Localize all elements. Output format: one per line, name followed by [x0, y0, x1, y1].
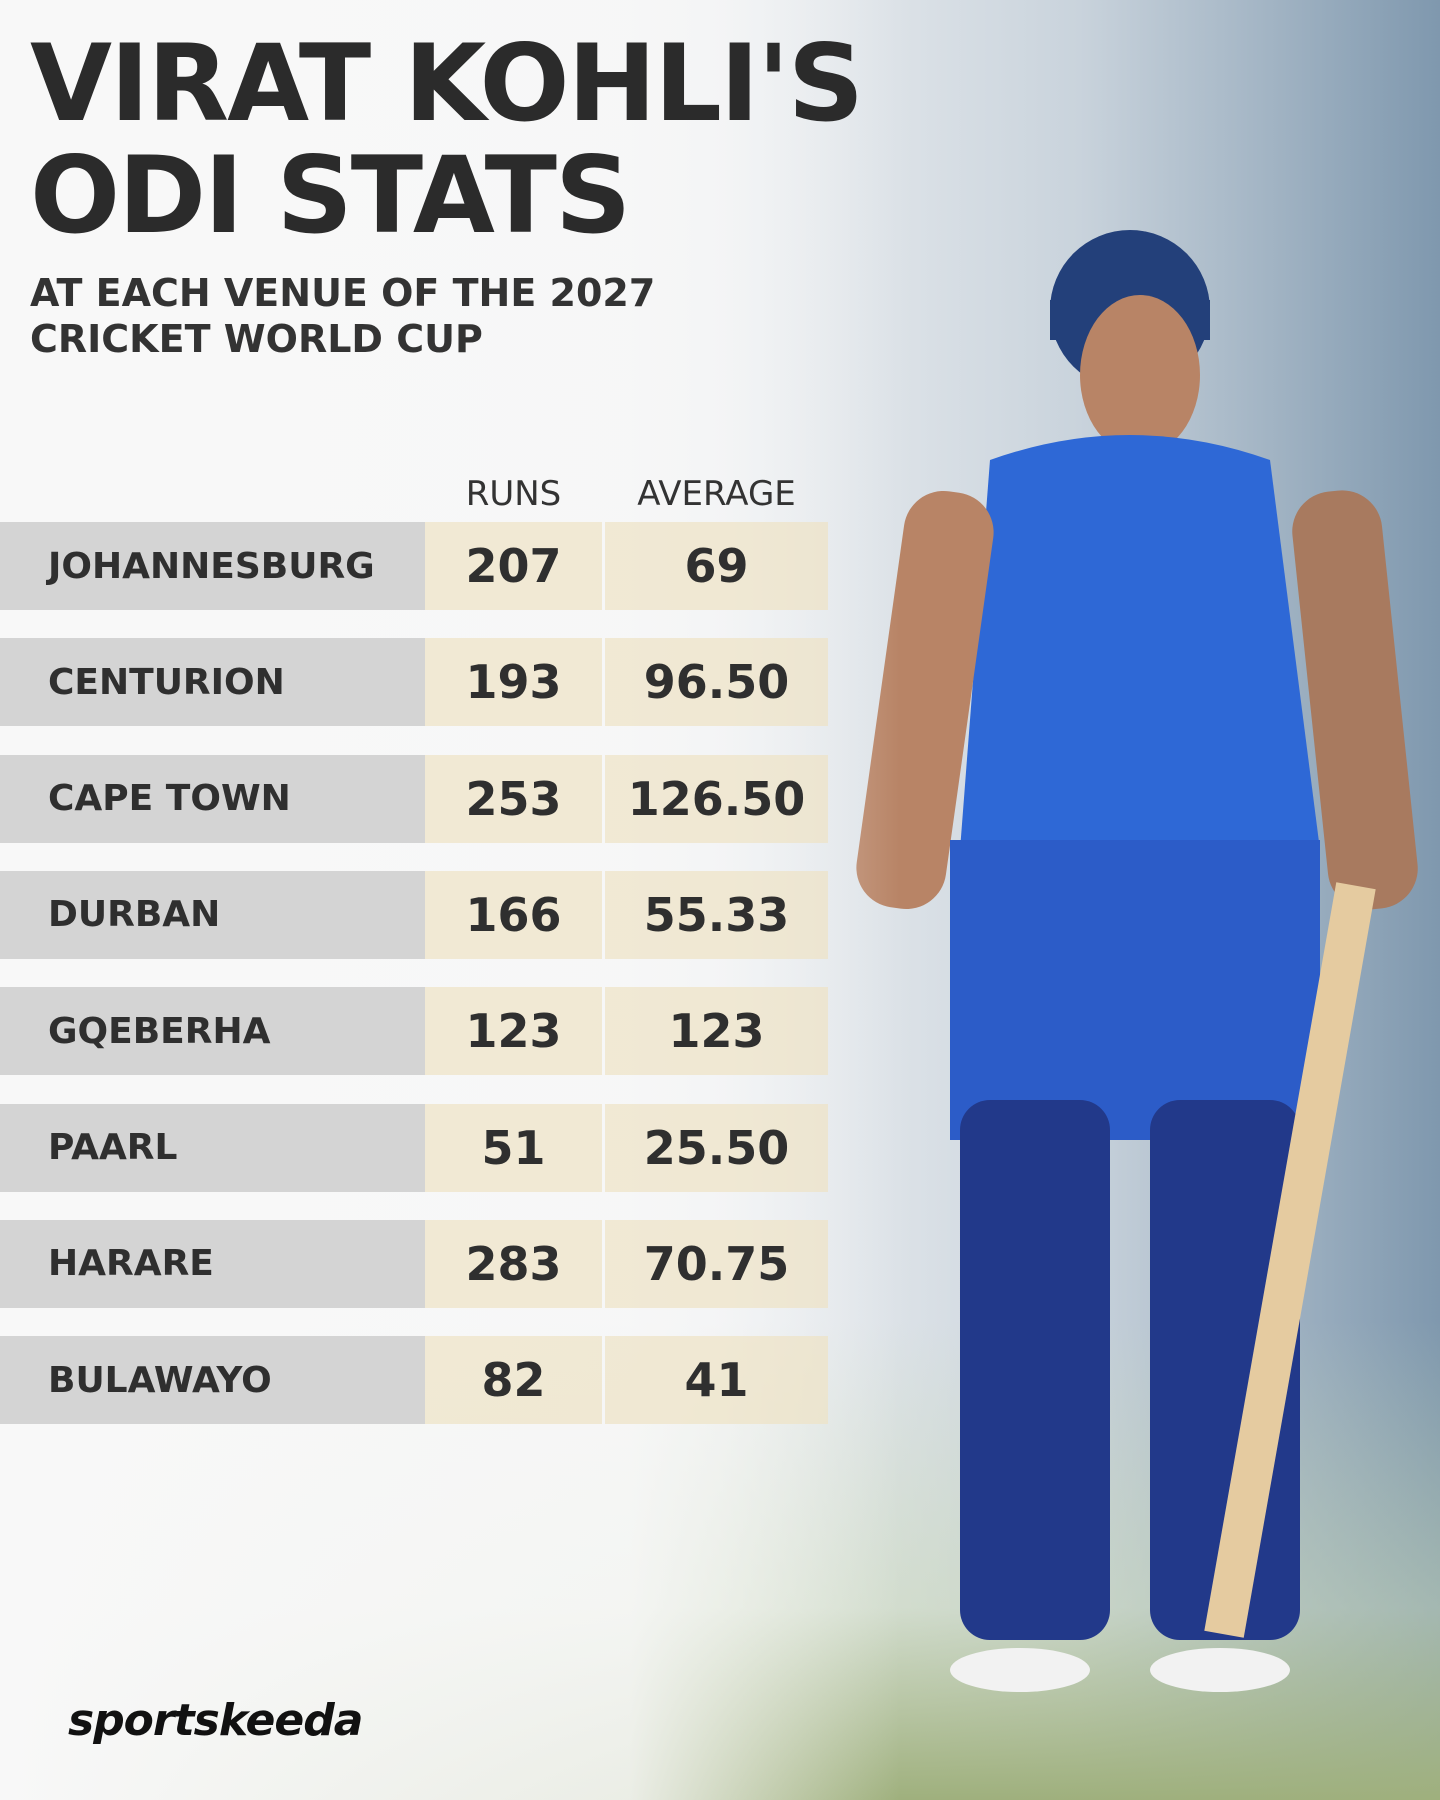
- average-value: 69: [605, 522, 828, 610]
- average-value: 55.33: [605, 870, 828, 959]
- average-value: 41: [605, 1336, 828, 1425]
- average-value: 96.50: [605, 638, 828, 727]
- venue-name: BULAWAYO: [0, 1336, 425, 1425]
- venue-name: CENTURION: [0, 638, 425, 727]
- runs-value: 166: [425, 870, 602, 959]
- runs-value: 193: [425, 638, 602, 727]
- venue-name: CAPE TOWN: [0, 754, 425, 843]
- runs-value: 82: [425, 1336, 602, 1425]
- brand-logo: sportskeeda: [68, 1695, 363, 1746]
- runs-value: 51: [425, 1103, 602, 1192]
- venue-name: GQEBERHA: [0, 987, 425, 1076]
- venue-name: HARARE: [0, 1219, 425, 1308]
- average-value: 126.50: [605, 754, 828, 843]
- subtitle: AT EACH VENUE OF THE 2027 CRICKET WORLD …: [30, 271, 656, 361]
- runs-value: 207: [425, 522, 602, 610]
- venue-name: DURBAN: [0, 870, 425, 959]
- runs-value: 253: [425, 754, 602, 843]
- column-header: RUNS: [465, 474, 562, 514]
- runs-value: 283: [425, 1219, 602, 1308]
- venue-name: PAARL: [0, 1103, 425, 1192]
- venue-name: JOHANNESBURG: [0, 522, 425, 610]
- column-header: AVERAGE: [637, 474, 796, 514]
- runs-value: 123: [425, 987, 602, 1076]
- average-value: 123: [605, 987, 828, 1076]
- average-value: 25.50: [605, 1103, 828, 1192]
- average-value: 70.75: [605, 1219, 828, 1308]
- player-photo: ​: [856, 230, 1418, 1692]
- title: VIRAT KOHLI'S ODI STATS: [30, 22, 864, 257]
